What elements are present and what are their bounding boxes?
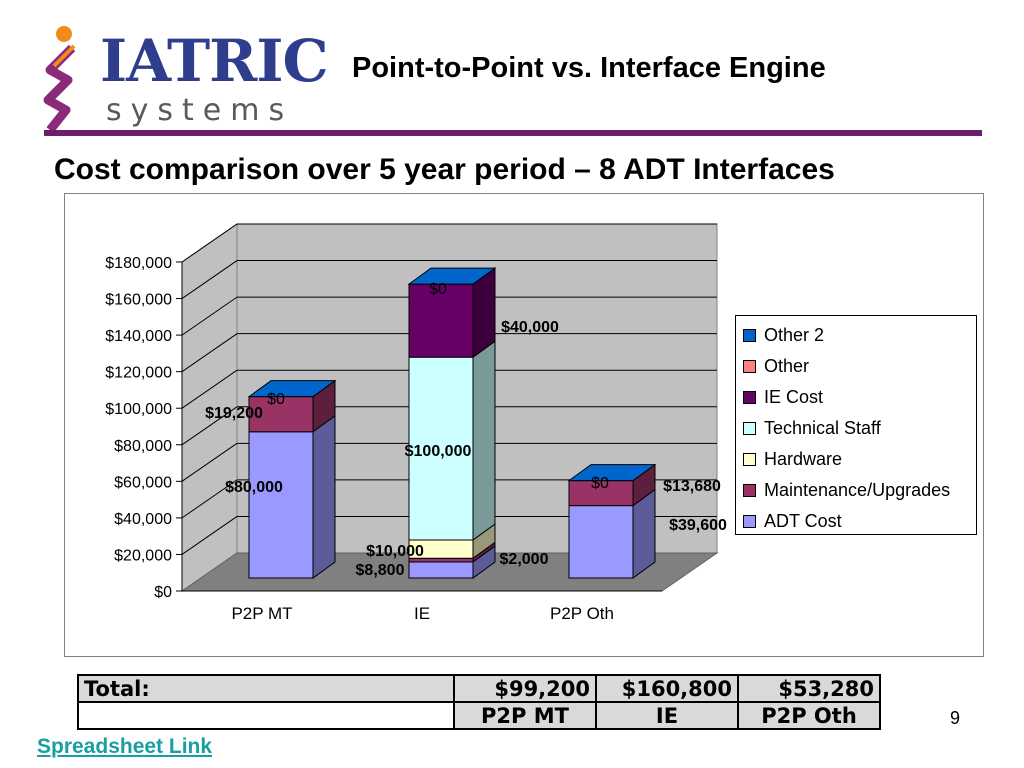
y-tick-label: $0	[154, 584, 172, 601]
legend-swatch	[743, 359, 756, 373]
page-number: 9	[950, 708, 961, 728]
y-tick-label: $180,000	[105, 255, 172, 272]
bar-segment-front	[408, 561, 474, 579]
chart-legend: Other 2 Other IE Cost Technical Staff Hardwa…	[735, 315, 977, 535]
data-label: $0	[591, 475, 609, 492]
data-label: $40,000	[501, 319, 559, 336]
bar-segment-front	[248, 431, 314, 579]
category-p2p-oth: P2P Oth	[737, 701, 881, 730]
bar-segment-front	[568, 480, 634, 507]
bar-segment-front	[408, 283, 474, 358]
total-value-p2p-mt: $99,200	[453, 674, 597, 703]
total-label: Total:	[77, 674, 455, 703]
legend-swatch	[743, 483, 756, 497]
gridline-diag	[181, 406, 238, 446]
y-tick-label: $140,000	[105, 328, 172, 345]
legend-item: IE Cost	[743, 382, 823, 412]
data-label: $0	[429, 281, 447, 298]
x-category-label: P2P MT	[231, 604, 292, 623]
data-label: $10,000	[366, 543, 424, 560]
gridline-diag	[181, 479, 238, 519]
gridline-diag	[181, 333, 238, 373]
legend-label: IE Cost	[764, 386, 824, 407]
gridline-diag	[181, 260, 238, 299]
logo-swirl-icon	[43, 26, 76, 132]
bar-segment-front	[248, 396, 314, 433]
x-category-label: IE	[414, 604, 430, 623]
legend-item: Hardware	[743, 444, 842, 474]
legend-item: ADT Cost	[743, 506, 842, 536]
legend-label: Other	[764, 355, 810, 376]
bar-top-cap	[247, 380, 337, 398]
bar-segment-front	[408, 356, 474, 541]
spreadsheet-link[interactable]: Spreadsheet Link	[37, 735, 213, 758]
logo-main-text: IATRIC	[100, 27, 329, 95]
totals-row: Total: $99,200 $160,800 $53,280	[77, 674, 881, 703]
bar-segment-side	[312, 414, 336, 579]
data-label: $80,000	[225, 479, 283, 496]
total-value-p2p-oth: $53,280	[737, 674, 881, 703]
company-logo: IATRIC systems	[40, 20, 329, 135]
y-tick-label: $60,000	[114, 474, 172, 491]
logo-sub-text: systems	[106, 93, 294, 128]
legend-swatch	[743, 328, 756, 342]
gridline-diag	[181, 223, 238, 263]
legend-swatch	[743, 452, 756, 466]
legend-item: Technical Staff	[743, 413, 881, 443]
slide-subtitle: Cost comparison over 5 year period – 8 A…	[54, 153, 835, 186]
blank-cell	[77, 701, 455, 730]
data-label: $39,600	[669, 517, 727, 534]
gridline-diag	[181, 369, 238, 409]
y-tick-label: $160,000	[105, 292, 172, 309]
totals-table: Total: $99,200 $160,800 $53,280 P2P MT I…	[77, 674, 881, 730]
title-divider	[44, 130, 982, 136]
y-tick-label: $80,000	[114, 438, 172, 455]
legend-item: Other 2	[743, 320, 824, 350]
y-tick-label: $120,000	[105, 365, 172, 382]
legend-item: Maintenance/Upgrades	[743, 475, 950, 505]
gridline-diag	[181, 516, 238, 555]
y-tick-label: $100,000	[105, 401, 172, 418]
data-label: $0	[267, 391, 285, 408]
bar-top-cap	[567, 464, 657, 482]
bar-segment-front	[568, 505, 634, 579]
legend-label: ADT Cost	[764, 510, 842, 531]
legend-swatch	[743, 421, 756, 435]
slide-title: Point-to-Point vs. Interface Engine	[352, 52, 826, 84]
y-tick-label: $20,000	[114, 547, 172, 564]
data-label: $100,000	[405, 443, 472, 460]
legend-swatch	[743, 390, 756, 404]
bar-segment-side	[472, 340, 496, 541]
gridline-diag	[181, 442, 238, 482]
data-label: $13,680	[663, 478, 721, 495]
legend-label: Other 2	[764, 324, 825, 345]
legend-label: Technical Staff	[764, 417, 881, 438]
total-value-ie: $160,800	[595, 674, 739, 703]
category-ie: IE	[595, 701, 739, 730]
data-label: $8,800	[356, 562, 405, 579]
category-p2p-mt: P2P MT	[453, 701, 597, 730]
bar-top-cap	[407, 267, 497, 285]
legend-label: Maintenance/Upgrades	[764, 479, 951, 500]
y-tick-label: $40,000	[114, 511, 172, 528]
x-category-label: P2P Oth	[550, 604, 614, 623]
data-label: $2,000	[500, 551, 549, 568]
legend-swatch	[743, 514, 756, 528]
data-label: $19,200	[205, 405, 263, 422]
category-row: P2P MT IE P2P Oth	[77, 701, 881, 730]
legend-item: Other	[743, 351, 809, 381]
gridline-diag	[181, 296, 238, 336]
legend-label: Hardware	[764, 448, 843, 469]
